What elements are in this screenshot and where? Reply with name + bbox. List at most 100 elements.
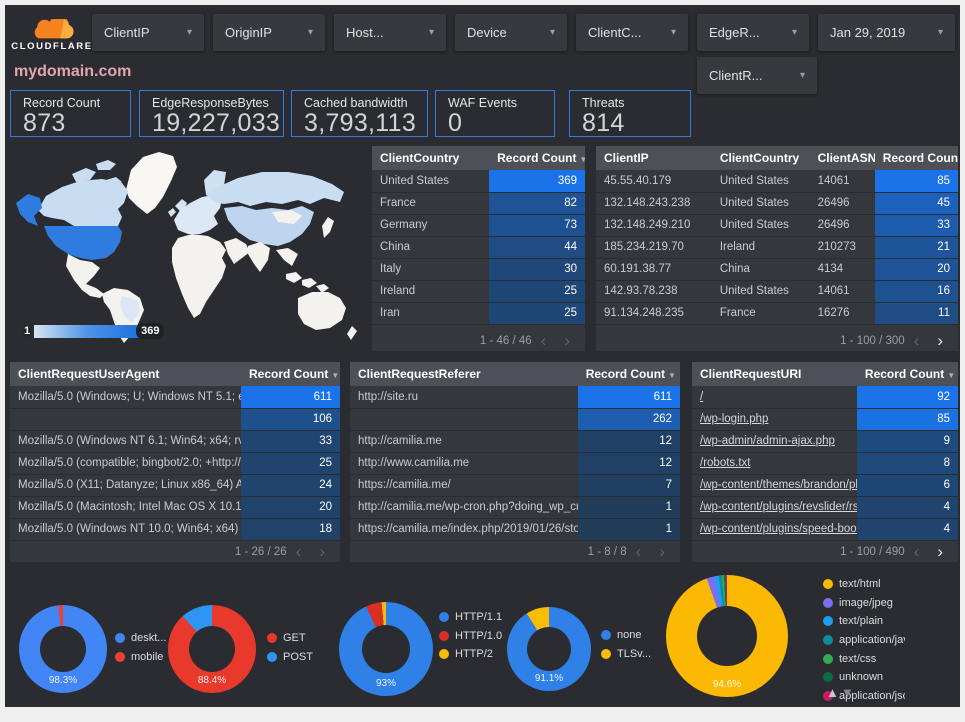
donut-percent-label: 88.4% xyxy=(197,675,227,686)
content-type-donut-ring[interactable]: 94.6% xyxy=(666,575,788,697)
record-count-cell: 24 xyxy=(241,474,340,497)
dashboard-canvas: CLOUDFLARE ClientIP ▾ OriginIP ▾ Host... ▾ … xyxy=(5,5,960,707)
table-row: 45.55.40.179 United States 14061 85 xyxy=(596,170,958,193)
world-map-chart[interactable]: 1 369 xyxy=(10,146,368,348)
record-count-cell: 611 xyxy=(577,386,680,409)
dimension-cell[interactable]: /wp-login.php xyxy=(692,408,857,431)
legend-item: GET xyxy=(267,632,313,645)
filter-clientrequest[interactable]: ClientR... ▾ xyxy=(697,57,817,94)
cloudflare-logo: CLOUDFLARE xyxy=(11,11,93,59)
column-header[interactable]: Record Count▼ xyxy=(856,362,958,386)
legend-dot-icon xyxy=(823,690,833,701)
map-region-australia xyxy=(298,292,346,330)
dimension-cell[interactable]: /wp-content/plugins/speed-booste... xyxy=(692,518,857,541)
map-legend-min: 1 xyxy=(24,325,31,337)
dimension-cell xyxy=(10,408,241,431)
dimension-cell: China xyxy=(372,236,490,259)
next-page-icon[interactable]: › xyxy=(564,331,570,350)
table-row: Germany 73 xyxy=(372,214,585,237)
sort-desc-icon: ▼ xyxy=(947,371,956,380)
dimension-cell: Germany xyxy=(372,214,490,237)
column-header[interactable]: Record Count▼ xyxy=(241,362,340,386)
record-count-cell: 92 xyxy=(856,386,958,409)
sort-desc-icon: ▼ xyxy=(331,371,340,380)
legend-dot-icon xyxy=(601,630,611,640)
table-row: Mozilla/5.0 (compatible; bingbot/2.0; +h… xyxy=(10,452,340,475)
next-page-icon[interactable]: › xyxy=(937,331,943,350)
chevron-down-icon: ▾ xyxy=(799,70,805,81)
legend-dot-icon xyxy=(823,653,833,664)
filter-clientip[interactable]: ClientIP ▾ xyxy=(92,14,204,51)
http-version-donut-ring[interactable]: 93% xyxy=(339,602,433,696)
column-header[interactable]: Record Count▼ xyxy=(577,362,680,386)
filter-clientcountry[interactable]: ClientC... ▾ xyxy=(576,14,688,51)
filter-device[interactable]: Device ▾ xyxy=(455,14,567,51)
dimension-cell: 142.93.78.238 xyxy=(596,280,712,303)
dimension-cell: China xyxy=(711,258,810,281)
pagination-label: 1 - 46 / 46 xyxy=(479,334,532,347)
http-method-donut-ring[interactable]: 88.4% xyxy=(168,605,256,693)
map-region-new-zealand xyxy=(347,326,357,340)
pagination: 1 - 100 / 490 ‹ › xyxy=(840,543,952,560)
prev-page-icon[interactable]: ‹ xyxy=(635,542,642,561)
dimension-cell[interactable]: / xyxy=(692,386,857,409)
next-page-icon[interactable]: › xyxy=(937,542,943,561)
donut-percent-label: 98.3% xyxy=(48,675,78,686)
column-header[interactable]: ClientCountry xyxy=(372,146,490,170)
dimension-cell[interactable]: /wp-content/themes/brandon/plu... xyxy=(692,474,857,497)
filter-host[interactable]: Host... ▾ xyxy=(334,14,446,51)
record-count-cell: 85 xyxy=(856,408,958,431)
column-header[interactable]: Record Count▼ xyxy=(489,146,585,170)
legend-scroll-up-icon[interactable]: ▲ xyxy=(826,685,841,700)
map-region-se-asia xyxy=(276,248,329,293)
dimension-cell: Italy xyxy=(372,258,490,281)
legend-scroll-arrows[interactable]: ▲▼ xyxy=(826,685,856,700)
filter-originip[interactable]: OriginIP ▾ xyxy=(213,14,325,51)
map-region-japan xyxy=(322,217,334,238)
record-count-cell: 25 xyxy=(489,280,585,303)
filter-edgeresponse[interactable]: EdgeR... ▾ xyxy=(697,14,809,51)
column-header[interactable]: ClientRequestReferer xyxy=(350,362,578,386)
legend-dot-icon xyxy=(823,672,833,683)
dimension-cell: Mozilla/5.0 (Macintosh; Intel Mac OS X 1… xyxy=(10,496,241,519)
donut-percent-label: 93% xyxy=(375,678,396,689)
date-range-picker[interactable]: Jan 29, 2019 ▾ xyxy=(818,14,955,51)
dimension-cell[interactable]: /robots.txt xyxy=(692,452,857,475)
dimension-cell: United States xyxy=(711,280,810,303)
dimension-cell[interactable]: /wp-admin/admin-ajax.php xyxy=(692,430,857,453)
pagination: 1 - 100 / 300 ‹ › xyxy=(840,332,952,349)
column-header[interactable]: ClientIP xyxy=(596,146,712,170)
table-row: /92 xyxy=(692,386,958,409)
sort-desc-icon: ▼ xyxy=(668,371,676,380)
column-header[interactable]: Record Count▼ xyxy=(874,146,958,170)
prev-page-icon[interactable]: ‹ xyxy=(913,542,920,561)
legend-scroll-down-icon[interactable]: ▼ xyxy=(840,685,856,700)
donut-legend: GET POST xyxy=(267,632,313,669)
content-type-donut-chart: 94.6% text/html image/jpeg text/plain appli… xyxy=(666,575,905,702)
dimension-cell: France xyxy=(372,192,490,215)
dimension-cell: 16276 xyxy=(809,302,875,325)
column-header[interactable]: ClientRequestUserAgent xyxy=(10,362,241,386)
dimension-cell[interactable]: /wp-content/plugins/revslider/rs-p... xyxy=(692,496,857,519)
map-region-united-states xyxy=(44,226,122,260)
tls-donut-ring[interactable]: 91.1% xyxy=(507,607,591,691)
table-row: 262 xyxy=(350,408,680,431)
legend-item: text/html xyxy=(823,578,905,591)
device-donut-ring[interactable]: 98.3% xyxy=(19,605,107,693)
next-page-icon[interactable]: › xyxy=(659,542,665,561)
prev-page-icon[interactable]: ‹ xyxy=(540,331,547,350)
record-count-cell: 4 xyxy=(856,496,958,519)
next-page-icon[interactable]: › xyxy=(319,542,325,561)
table-row: United States 369 xyxy=(372,170,585,193)
column-header[interactable]: ClientRequestURI xyxy=(692,362,857,386)
record-count-cell: 262 xyxy=(577,408,680,431)
dimension-cell: France xyxy=(711,302,810,325)
tls-donut-chart: 91.1% none TLSv... xyxy=(507,607,651,691)
dimension-cell: http://www.camilia.me xyxy=(350,452,578,475)
column-header[interactable]: ClientCountry xyxy=(711,146,810,170)
column-header[interactable]: ClientASN xyxy=(809,146,875,170)
prev-page-icon[interactable]: ‹ xyxy=(295,542,302,561)
prev-page-icon[interactable]: ‹ xyxy=(913,331,920,350)
donut-hole xyxy=(527,627,571,671)
donut-percent-label: 94.6% xyxy=(712,679,742,690)
